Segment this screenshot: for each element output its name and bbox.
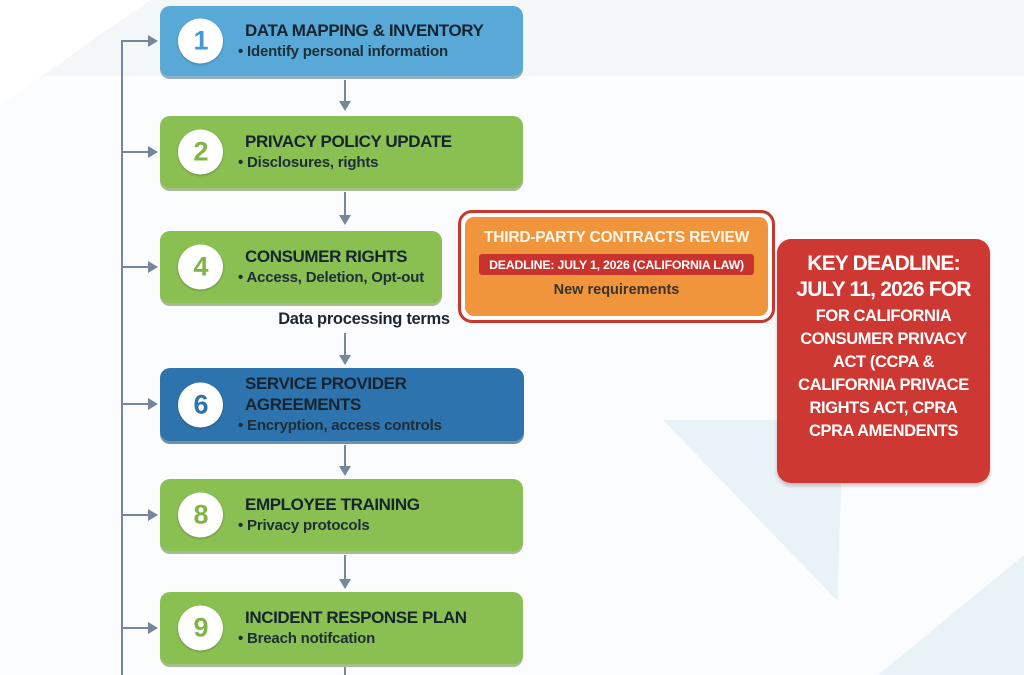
step-number: 6 <box>193 389 208 419</box>
third-party-contracts-callout: THIRD-PARTY CONTRACTS REVIEW DEADLINE: J… <box>458 210 775 323</box>
callout-inner-panel: THIRD-PARTY CONTRACTS REVIEW DEADLINE: J… <box>465 217 768 316</box>
step-title: INCIDENT RESPONSE PLAN <box>245 607 467 627</box>
connector-line <box>344 80 346 101</box>
callout-note: New requirements <box>553 282 680 298</box>
arrow-right-icon <box>148 509 158 521</box>
step-number-circle: 4 <box>178 244 223 290</box>
arrow-right-icon <box>148 398 158 410</box>
callout-title: THIRD-PARTY CONTRACTS REVIEW <box>483 229 750 246</box>
key-deadline-headline: KEY DEADLINE: JULY 11, 2026 FOR <box>777 251 990 303</box>
connector-line <box>121 40 123 675</box>
step-box: 1 DATA MAPPING & INVENTORY • Identify pe… <box>160 6 523 76</box>
step-number-circle: 1 <box>178 18 223 64</box>
step-number-circle: 8 <box>178 492 223 538</box>
step-number: 2 <box>193 136 208 167</box>
connector-line <box>344 445 346 466</box>
step-text: INCIDENT RESPONSE PLAN • Breach notifcat… <box>238 608 467 648</box>
arrow-right-icon <box>148 35 158 47</box>
step-title: PRIVACY POLICY UPDATE <box>245 131 452 151</box>
step-title: SERVICE PROVIDER AGREEMENTS <box>245 374 407 414</box>
key-deadline-body: FOR CALIFORNIA CONSUMER PRIVACY ACT (CCPA … <box>777 305 990 443</box>
deadline-badge: DEADLINE: JULY 1, 2026 (CALIFORNIA LAW) <box>479 254 754 275</box>
connector-line <box>344 555 346 579</box>
step-number-circle: 2 <box>178 129 223 175</box>
arrow-down-icon <box>339 579 351 589</box>
step-box: 8 EMPLOYEE TRAINING • Privacy protocols <box>160 479 523 551</box>
connector-line <box>122 403 148 405</box>
text-line: ACT (CCPA & <box>832 353 934 371</box>
step-text: EMPLOYEE TRAINING • Privacy protocols <box>238 495 420 535</box>
step-text: SERVICE PROVIDER AGREEMENTS • Encryption… <box>238 374 524 435</box>
step-title: CONSUMER RIGHTS <box>245 246 408 266</box>
step-number-circle: 9 <box>178 605 223 651</box>
step-bullet: • Disclosures, rights <box>238 154 379 172</box>
step-box: 6 SERVICE PROVIDER AGREEMENTS • Encrypti… <box>160 368 524 441</box>
step-number: 1 <box>193 25 208 56</box>
connector-line <box>122 40 148 42</box>
step-bullet: • Breach notifcation <box>238 630 376 648</box>
connector-line <box>344 192 346 215</box>
step-box: 9 INCIDENT RESPONSE PLAN • Breach notifc… <box>160 592 523 664</box>
arrow-right-icon <box>148 622 158 634</box>
arrow-down-icon <box>339 355 351 365</box>
step-bullet: • Access, Deletion, Opt-out <box>238 269 424 287</box>
step-text: DATA MAPPING & INVENTORY • Identify pers… <box>238 21 484 61</box>
background-chevron-decoration <box>878 555 1024 675</box>
key-deadline-box: KEY DEADLINE: JULY 11, 2026 FOR FOR CALIF… <box>777 239 990 483</box>
data-processing-terms-label: Data processing terms <box>278 310 450 328</box>
arrow-down-icon <box>339 101 351 111</box>
arrow-right-icon <box>148 146 158 158</box>
text-line: CPRA AMENDENTS <box>808 422 958 440</box>
connector-line <box>122 266 148 268</box>
step-number: 9 <box>193 612 208 643</box>
text-line: KEY DEADLINE: <box>807 252 960 275</box>
step-title: EMPLOYEE TRAINING <box>245 494 420 514</box>
step-bullet: • Encryption, access controls <box>238 416 442 434</box>
step-bullet: • Identify personal information <box>238 43 448 61</box>
step-number: 8 <box>193 499 208 530</box>
text-line: CONSUMER PRIVACY <box>800 330 967 348</box>
arrow-right-icon <box>148 261 158 273</box>
connector-line <box>344 333 346 355</box>
step-text: CONSUMER RIGHTS • Access, Deletion, Opt-… <box>238 247 424 287</box>
step-box: 4 CONSUMER RIGHTS • Access, Deletion, Op… <box>160 231 442 303</box>
connector-line <box>122 514 148 516</box>
connector-line <box>344 667 346 675</box>
step-number: 4 <box>193 251 208 282</box>
text-line: RIGHTS ACT, CPRA <box>809 399 958 417</box>
text-line: FOR CALIFORNIA <box>815 307 952 325</box>
text-line: JULY 11, 2026 FOR <box>796 278 971 301</box>
step-number-circle: 6 <box>178 382 223 427</box>
arrow-down-icon <box>339 215 351 225</box>
step-text: PRIVACY POLICY UPDATE • Disclosures, rig… <box>238 132 452 172</box>
connector-line <box>122 151 148 153</box>
text-line: CALIFORNIA PRIVACE <box>798 376 969 394</box>
step-title: DATA MAPPING & INVENTORY <box>245 20 484 40</box>
arrow-down-icon <box>339 466 351 476</box>
connector-line <box>122 627 148 629</box>
step-bullet: • Privacy protocols <box>238 517 370 535</box>
step-box: 2 PRIVACY POLICY UPDATE • Disclosures, r… <box>160 116 523 188</box>
